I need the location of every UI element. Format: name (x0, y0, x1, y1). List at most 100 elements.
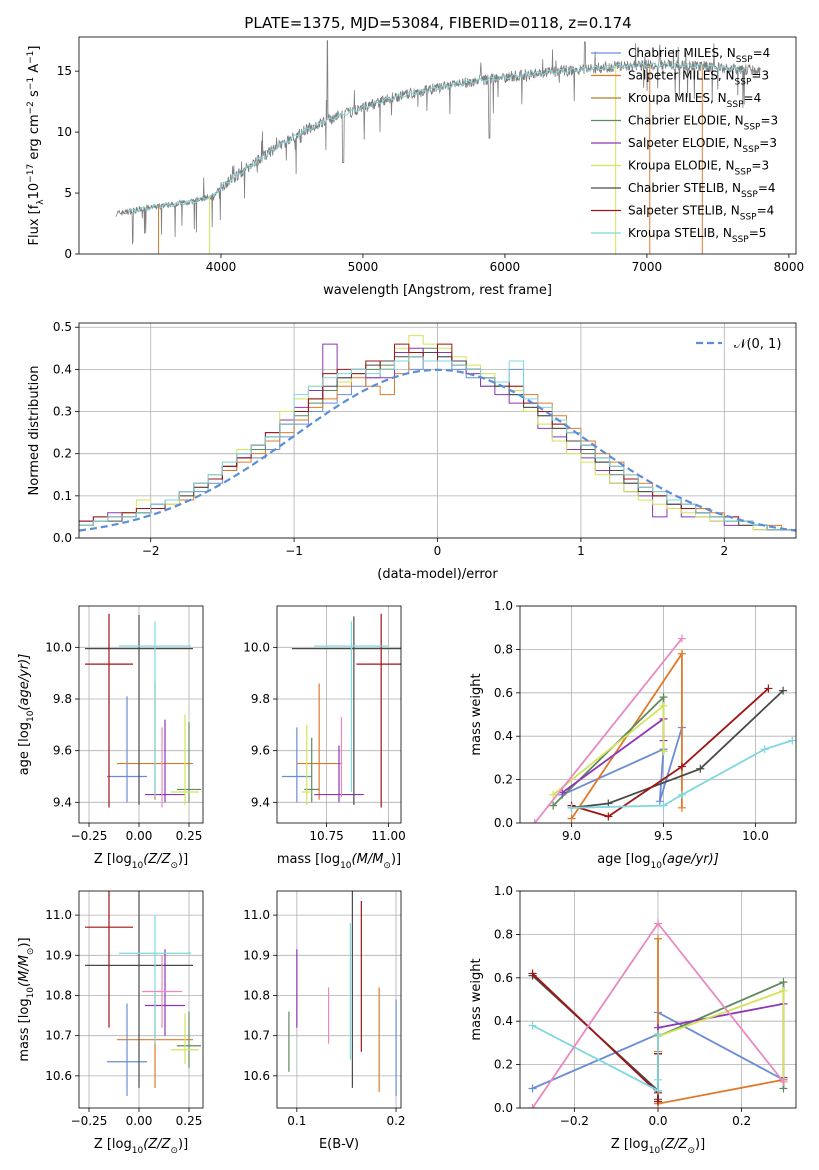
y-tick-label: 0.5 (53, 320, 72, 334)
plus-marker (779, 986, 788, 995)
y-tick-label: 0.3 (53, 405, 72, 419)
x-tick-label: 0.2 (732, 1114, 751, 1128)
plus-marker (677, 790, 686, 799)
error-bar-point (119, 915, 191, 1044)
y-tick-label: 10.9 (243, 948, 270, 962)
plus-marker (528, 1084, 537, 1093)
y-tick-label: 0.6 (494, 971, 513, 985)
error-bar-point (107, 696, 147, 803)
plus-marker (654, 1075, 662, 1084)
mass-weight-series (654, 999, 788, 1082)
y-tick-label: 0.2 (494, 773, 513, 787)
plot-area (530, 634, 796, 823)
mass-weight-series (528, 1021, 662, 1095)
error-bar-point (301, 724, 312, 805)
y-tick-label: 9.8 (53, 692, 72, 706)
legend-label: Kroupa STELIB, NSSP=5 (628, 226, 766, 245)
y-tick-label: 10.7 (243, 1029, 270, 1043)
mass-weight-series (654, 978, 788, 1093)
plus-marker (530, 819, 539, 823)
mass-weight-series (567, 684, 773, 821)
plot-area (79, 335, 796, 538)
plot-frame (519, 605, 797, 824)
y-tick-label: 10.7 (45, 1029, 72, 1043)
massweight-vs-metallicity-panel: −0.2 0.0 0.2 0.0 0.2 0.4 0.6 0.8 1.0 Z [log10(Z/Z… (469, 884, 797, 1156)
y-axis-label: Normed distribution (27, 366, 42, 496)
x-tick-label: 10.75 (309, 829, 343, 843)
normal-curve (79, 368, 796, 532)
model-spectrum (128, 62, 746, 213)
y-tick-label: 0.1 (53, 489, 72, 503)
x-tick-label: 7000 (632, 260, 663, 274)
y-tick-label: 0.0 (494, 816, 513, 830)
y-tick-label: 10.0 (45, 640, 72, 654)
plus-marker (788, 736, 796, 745)
plot-frame (78, 605, 204, 824)
plus-marker (654, 934, 662, 943)
error-bar-point (85, 615, 193, 805)
age-vs-mass-panel: 10.75 11.00 9.4 9.6 9.8 10.0 mass [log10(M/M⊙)… (243, 605, 406, 871)
x-tick-label: 0.00 (126, 829, 153, 843)
x-tick-label: 0.1 (287, 1114, 306, 1128)
plus-marker (659, 693, 668, 702)
mass-weight-series (567, 736, 796, 812)
legend-label: Chabrier MILES, NSSP=4 (628, 46, 770, 65)
plot-frame (519, 890, 797, 1109)
series-line (533, 637, 683, 823)
plus-marker (528, 969, 537, 978)
series-line (552, 703, 665, 796)
x-axis-label: Z [log10(Z/Z⊙)] (94, 1137, 188, 1156)
x-tick-label: 10.0 (742, 829, 769, 843)
plus-marker (567, 803, 576, 812)
legend-label: Salpeter MILES, NSSP=3 (628, 69, 769, 88)
x-tick-label: 2 (720, 544, 728, 558)
x-tick-label: −1 (285, 544, 303, 558)
x-tick-label: 6000 (490, 260, 521, 274)
plus-marker (677, 803, 686, 812)
y-axis-label: mass [log10(M/M⊙)] (17, 937, 36, 1061)
plot-frame (78, 890, 204, 1109)
observed-spectrum (115, 40, 761, 245)
series-line (561, 727, 683, 802)
x-tick-label: 1 (577, 544, 585, 558)
x-axis-label: Z [log10(Z/Z⊙)] (94, 852, 188, 871)
plus-marker (549, 790, 558, 799)
plot-area (85, 613, 201, 808)
y-tick-label: 0.4 (53, 362, 72, 376)
x-axis-label: Z [log10(Z/Z⊙)] (611, 1137, 705, 1156)
plus-marker (654, 1030, 662, 1039)
y-tick-label: 9.8 (251, 692, 270, 706)
y-tick-label: 1.0 (494, 884, 513, 898)
plus-marker (604, 812, 613, 821)
x-tick-label: −0.2 (560, 1114, 589, 1128)
error-bar-point (85, 891, 193, 1088)
massweight-vs-age-panel: 9.0 9.5 10.0 0.0 0.2 0.4 0.6 0.8 1.0 age [log10(a… (469, 599, 797, 871)
plot-frame (78, 322, 797, 539)
y-tick-label: 9.6 (251, 744, 270, 758)
error-bar-point (145, 949, 185, 1036)
y-axis-label: mass weight (469, 958, 484, 1040)
x-tick-label: 9.5 (654, 829, 673, 843)
x-axis-label: mass [log10(M/M⊙)] (277, 852, 401, 871)
x-tick-label: 0.2 (386, 1114, 405, 1128)
y-axis-label: age [log10(age/yr)] (17, 654, 36, 776)
error-bar-point (171, 1013, 199, 1064)
x-axis-label: wavelength [Angstrom, rest frame] (323, 283, 552, 298)
y-tick-label: 10.9 (45, 948, 72, 962)
legend-label: 𝒩(0, 1) (734, 337, 781, 352)
x-tick-label: 5000 (348, 260, 379, 274)
x-tick-label: 0 (434, 544, 442, 558)
y-tick-label: 0.4 (494, 1014, 513, 1028)
y-tick-label: 11.0 (45, 908, 72, 922)
plot-frame (276, 605, 402, 824)
y-tick-label: 0.8 (494, 642, 513, 656)
plus-marker (654, 1086, 662, 1095)
error-bar-point (107, 1003, 147, 1096)
mass-weight-series (567, 649, 686, 823)
x-tick-label: 0.00 (126, 1114, 153, 1128)
mass-weight-series (528, 919, 788, 1108)
plus-marker (696, 764, 705, 773)
series-line (657, 989, 785, 1082)
y-tick-label: 9.4 (251, 795, 270, 809)
